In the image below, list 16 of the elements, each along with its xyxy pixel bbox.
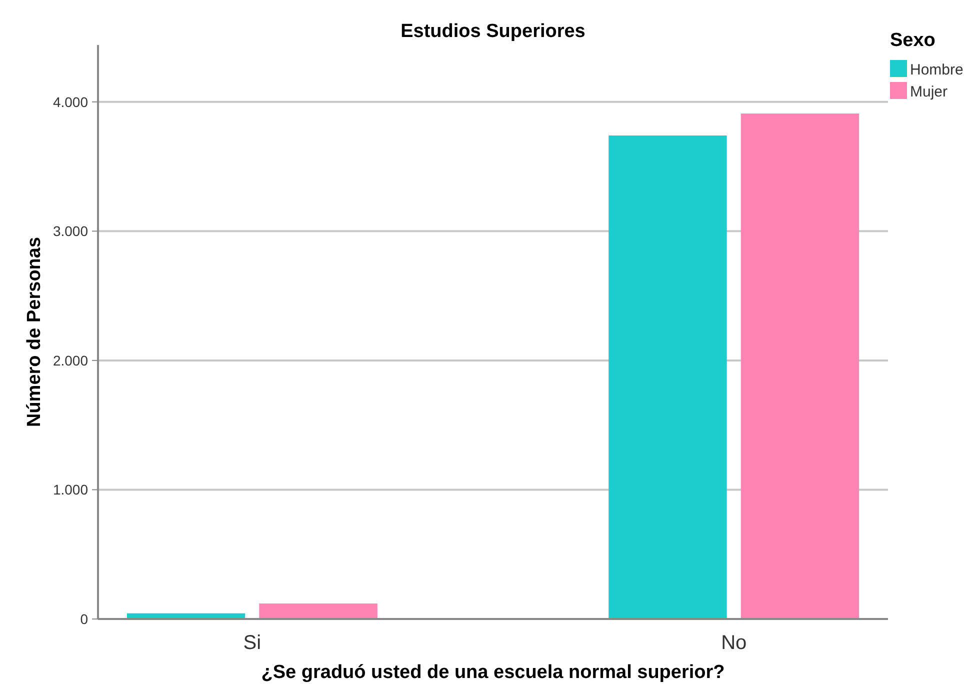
chart-title: Estudios Superiores: [400, 21, 586, 42]
x-axis-title: ¿Se graduó usted de una escuela normal superior?: [261, 662, 725, 683]
y-tick-label: 2.000: [52, 352, 88, 368]
bar: [608, 135, 727, 619]
y-tick-label: 0: [80, 610, 88, 627]
y-tick-label: 4.000: [52, 94, 88, 110]
legend-title: Sexo: [890, 30, 936, 51]
y-tick-label: 3.000: [52, 223, 88, 240]
bar: [740, 114, 860, 619]
bar: [259, 603, 378, 619]
y-tick-label: 1.000: [52, 482, 88, 498]
legend-label: Hombre: [910, 61, 964, 78]
legend-label: Mujer: [910, 83, 948, 100]
y-axis-title: Número de Personas: [24, 236, 45, 428]
x-tick-label: No: [721, 632, 747, 654]
x-tick-label: Si: [243, 632, 262, 654]
